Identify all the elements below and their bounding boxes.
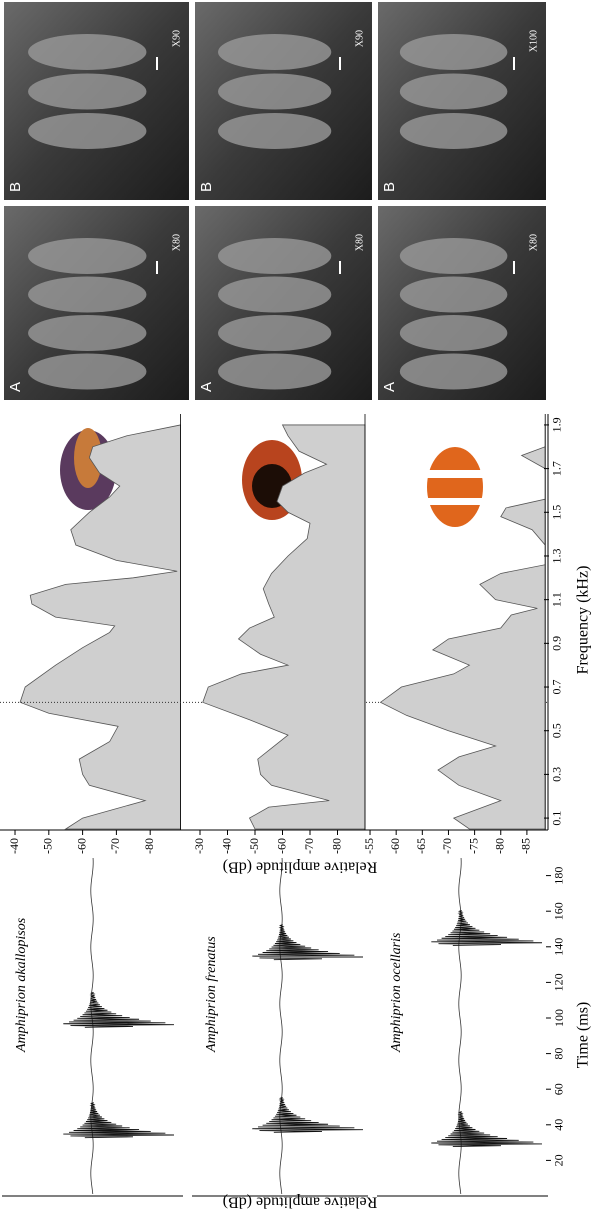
x-tick-label: 0.1 bbox=[550, 811, 564, 826]
panel-letter: B bbox=[381, 182, 398, 192]
y-tick-label: -75 bbox=[466, 838, 480, 854]
y-tick-label: -70 bbox=[302, 838, 316, 854]
sem-tooth bbox=[399, 34, 508, 70]
y-tick-label: -55 bbox=[362, 838, 376, 854]
sem-images bbox=[4, 2, 546, 400]
y-tick-label: -80 bbox=[142, 838, 156, 854]
y-tick-label: -50 bbox=[247, 838, 261, 854]
y-tick-label: -80 bbox=[493, 838, 507, 854]
y-tick-label: -30 bbox=[192, 838, 206, 854]
magnification: X80 bbox=[354, 234, 365, 251]
magnification: X100 bbox=[528, 30, 539, 52]
x-tick-label: 0.9 bbox=[550, 636, 564, 651]
y-tick-label: -70 bbox=[108, 838, 122, 854]
y-tick-label: -85 bbox=[519, 838, 533, 854]
x-tick-label: 160 bbox=[552, 902, 566, 920]
panel-letter: A bbox=[7, 382, 24, 392]
sem-tooth bbox=[218, 73, 332, 110]
sem-tooth bbox=[399, 113, 508, 149]
sem-tooth bbox=[28, 73, 147, 110]
sem-tooth bbox=[218, 315, 332, 351]
y-tick-label: -80 bbox=[329, 838, 343, 854]
y-tick-label: -60 bbox=[74, 838, 88, 854]
y-tick-label: -65 bbox=[414, 838, 428, 854]
sem-tooth bbox=[218, 113, 332, 149]
sem-tooth bbox=[28, 34, 147, 70]
sem-tooth bbox=[399, 353, 508, 390]
fish-icon bbox=[427, 498, 483, 505]
x-tick-label: 20 bbox=[552, 1154, 566, 1166]
y-tick-label: -60 bbox=[388, 838, 402, 854]
sem-tooth bbox=[28, 113, 147, 149]
y-tick-label: -50 bbox=[41, 838, 55, 854]
x-tick-label: 180 bbox=[552, 867, 566, 885]
y-axis-label: Relative amplitude (dB) bbox=[223, 1193, 378, 1210]
magnification: X80 bbox=[171, 234, 182, 251]
x-tick-label: 120 bbox=[552, 973, 566, 991]
pulse bbox=[431, 909, 543, 946]
sem-tooth bbox=[218, 353, 332, 390]
fish-icon bbox=[74, 428, 102, 488]
sem-tooth bbox=[218, 34, 332, 70]
sem-tooth bbox=[218, 276, 332, 313]
pulse bbox=[63, 991, 175, 1028]
x-tick-label: 0.5 bbox=[550, 723, 564, 738]
magnification: X90 bbox=[354, 30, 365, 47]
sem-tooth bbox=[399, 315, 508, 351]
magnification: X80 bbox=[528, 234, 539, 251]
x-tick-label: 100 bbox=[552, 1009, 566, 1027]
panel-letter: A bbox=[198, 382, 215, 392]
x-axis-label: Frequency (kHz) bbox=[575, 566, 592, 675]
y-tick-label: -70 bbox=[440, 838, 454, 854]
x-tick-label: 0.7 bbox=[550, 680, 564, 695]
sem-tooth bbox=[28, 238, 147, 274]
sem-tooth bbox=[399, 73, 508, 110]
y-tick-label: -40 bbox=[7, 838, 21, 854]
x-axis-label: Time (ms) bbox=[575, 1002, 592, 1069]
x-tick-label: 60 bbox=[552, 1083, 566, 1095]
fish-icon bbox=[427, 447, 483, 527]
pulse bbox=[252, 924, 364, 961]
x-tick-label: 0.3 bbox=[550, 767, 564, 782]
species-name: Amphiprion frenatus bbox=[204, 936, 219, 1053]
y-tick-label: -60 bbox=[274, 838, 288, 854]
pulse bbox=[252, 1096, 364, 1133]
y-tick-label: -40 bbox=[219, 838, 233, 854]
sem-tooth bbox=[399, 238, 508, 274]
panel-letter: A bbox=[381, 382, 398, 392]
species-name: Amphiprion ocellaris bbox=[389, 932, 404, 1053]
fish-icon bbox=[427, 470, 483, 478]
spectrum-area bbox=[19, 424, 181, 830]
x-tick-label: 40 bbox=[552, 1119, 566, 1131]
x-tick-label: 1.3 bbox=[550, 548, 564, 563]
x-tick-label: 1.1 bbox=[550, 592, 564, 607]
sem-tooth bbox=[28, 353, 147, 390]
sem-tooth bbox=[399, 276, 508, 313]
y-axis-label: Relative amplitude (dB) bbox=[223, 858, 378, 875]
pulse bbox=[63, 1102, 175, 1139]
x-tick-label: 1.5 bbox=[550, 505, 564, 520]
panel-letter: B bbox=[198, 182, 215, 192]
pulse bbox=[431, 1111, 543, 1148]
x-tick-label: 140 bbox=[552, 938, 566, 956]
sem-tooth bbox=[28, 276, 147, 313]
x-tick-label: 80 bbox=[552, 1048, 566, 1060]
magnification: X90 bbox=[171, 30, 182, 47]
sem-tooth bbox=[28, 315, 147, 351]
x-tick-label: 1.9 bbox=[550, 417, 564, 432]
species-name: Amphiprion akallopisos bbox=[14, 917, 29, 1053]
x-tick-label: 1.7 bbox=[550, 461, 564, 476]
waveform-baseline bbox=[279, 857, 283, 1195]
panel-letter: B bbox=[7, 182, 24, 192]
sem-tooth bbox=[218, 238, 332, 274]
spectrum-area bbox=[379, 424, 546, 830]
spectrum-area bbox=[202, 424, 366, 830]
